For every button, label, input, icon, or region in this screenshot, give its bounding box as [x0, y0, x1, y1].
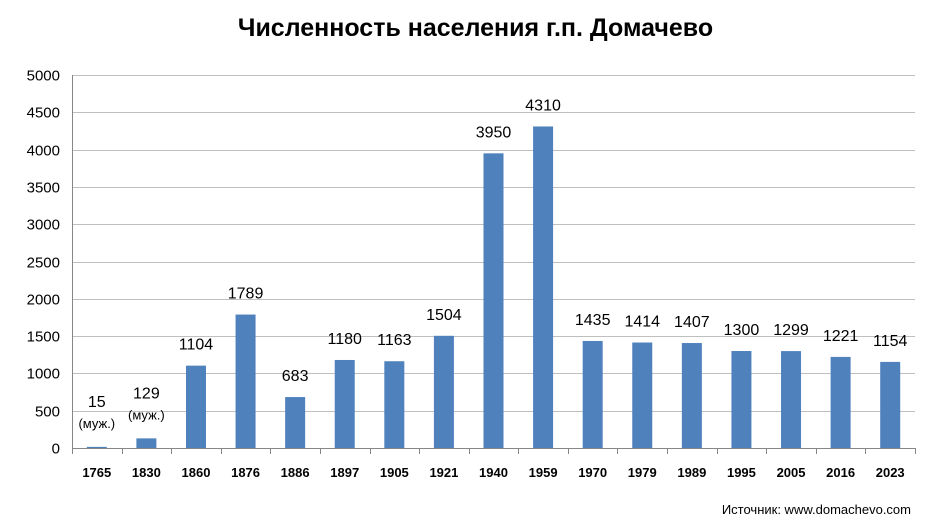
x-tick-label: 1989	[677, 465, 706, 480]
x-tick-label: 1940	[479, 465, 508, 480]
x-tick-label: 1959	[529, 465, 558, 480]
y-tick-label: 0	[52, 441, 60, 458]
bar	[334, 359, 355, 448]
data-label: 15	[88, 394, 106, 411]
data-label: 1414	[624, 314, 660, 331]
x-tick-label: 1860	[182, 465, 211, 480]
data-label: 1407	[674, 314, 710, 331]
bar	[285, 397, 306, 448]
y-tick-label: 4500	[27, 105, 60, 122]
x-tick-label: 1830	[132, 465, 161, 480]
bar	[235, 314, 256, 448]
y-tick-label: 2500	[27, 255, 60, 272]
x-tick-label: 1765	[82, 465, 111, 480]
data-label: 1154	[873, 333, 908, 350]
data-label: 1435	[575, 312, 611, 329]
y-tick-label: 2000	[27, 292, 60, 309]
x-tick-label: 2023	[876, 465, 905, 480]
data-label: 3950	[476, 124, 512, 141]
y-tick-label: 5000	[27, 68, 60, 85]
bar	[185, 365, 206, 448]
x-tick-label: 2005	[777, 465, 806, 480]
x-tick-label: 1897	[330, 465, 359, 480]
bar	[533, 126, 554, 448]
y-tick-label: 1500	[27, 329, 60, 346]
y-tick-label: 3500	[27, 180, 60, 197]
data-label: 129	[133, 385, 160, 402]
bar	[880, 361, 901, 448]
data-label: 1221	[823, 328, 859, 345]
data-label: 1789	[228, 286, 264, 303]
data-label: 1180	[328, 331, 363, 348]
chart-title: Численность населения г.п. Домачево	[237, 14, 714, 42]
x-tick-label: 1970	[578, 465, 607, 480]
data-label: 1299	[773, 322, 809, 339]
y-tick-label: 4000	[27, 143, 60, 160]
x-tick-label: 1979	[628, 465, 657, 480]
bar	[632, 342, 653, 448]
y-tick-label: 500	[35, 404, 60, 421]
x-tick-label: 1995	[727, 465, 756, 480]
bar	[483, 153, 504, 448]
bar	[781, 351, 802, 448]
data-label: 4310	[525, 97, 561, 114]
bar	[731, 351, 752, 448]
x-tick-label: 2016	[826, 465, 855, 480]
data-label-note: (муж.)	[128, 407, 165, 422]
bar	[433, 335, 454, 448]
y-tick-label: 3000	[27, 217, 60, 234]
bar	[136, 438, 157, 448]
y-tick-label: 1000	[27, 366, 60, 383]
data-label: 1504	[426, 307, 462, 324]
source-caption: Источник: www.domachevo.com	[721, 502, 911, 517]
data-label: 1104	[179, 337, 214, 354]
bar	[681, 343, 702, 448]
data-label-note: (муж.)	[78, 416, 115, 431]
bar	[830, 356, 851, 448]
x-tick-label: 1921	[429, 465, 458, 480]
bar	[582, 340, 603, 448]
bar	[384, 361, 405, 448]
x-tick-label: 1905	[380, 465, 409, 480]
x-tick-label: 1886	[281, 465, 310, 480]
x-tick-label: 1876	[231, 465, 260, 480]
data-label: 1300	[724, 322, 760, 339]
data-label: 1163	[377, 332, 412, 349]
bar	[86, 446, 107, 448]
data-label: 683	[282, 368, 309, 385]
